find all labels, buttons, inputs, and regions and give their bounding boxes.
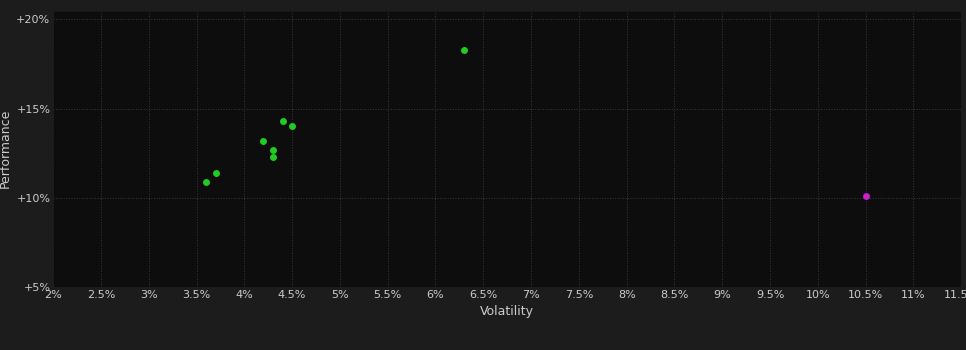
Point bbox=[284, 124, 299, 129]
Point bbox=[456, 47, 471, 52]
Point bbox=[208, 170, 223, 176]
X-axis label: Volatility: Volatility bbox=[480, 305, 534, 318]
Point bbox=[198, 179, 213, 184]
Point bbox=[266, 154, 281, 160]
Point bbox=[274, 118, 290, 124]
Point bbox=[266, 147, 281, 153]
Point bbox=[858, 193, 873, 199]
Y-axis label: Performance: Performance bbox=[0, 109, 12, 188]
Point bbox=[256, 138, 271, 144]
